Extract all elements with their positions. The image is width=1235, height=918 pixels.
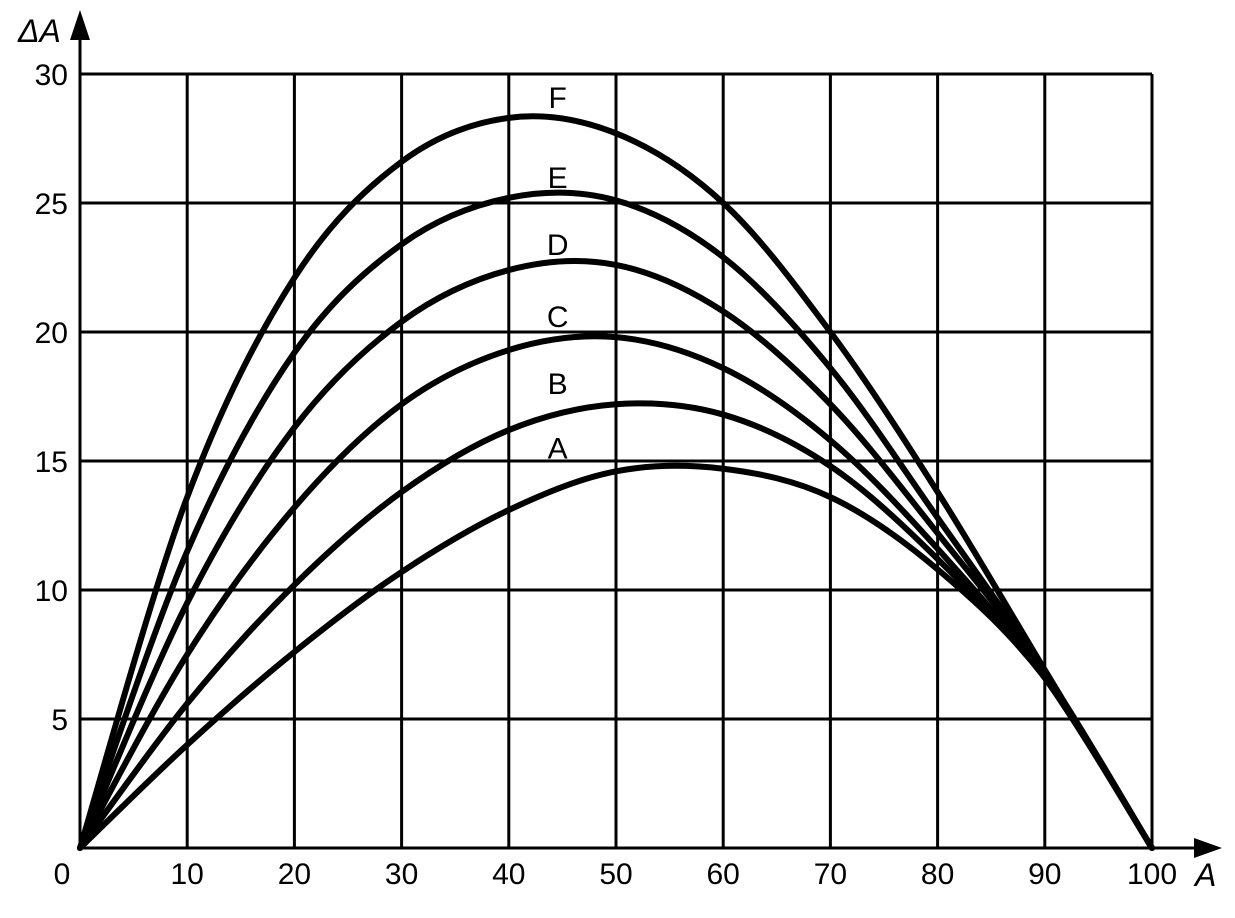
series-label-e: E xyxy=(548,162,568,195)
x-axis-arrow xyxy=(1194,838,1222,858)
x-tick-label: 70 xyxy=(814,858,847,891)
x-axis-label: A xyxy=(1193,857,1216,893)
series-label-f: F xyxy=(549,82,567,115)
x-tick-label: 20 xyxy=(278,858,311,891)
curves xyxy=(77,113,1155,851)
series-label-a: A xyxy=(548,433,568,466)
series-labels: AB C D E F xyxy=(547,82,569,466)
series-label-c: C xyxy=(547,301,569,334)
y-tick-label: 20 xyxy=(35,317,68,350)
x-tick-label: 40 xyxy=(492,858,525,891)
x-tick-label: 0 xyxy=(54,858,71,891)
axes xyxy=(70,10,1222,858)
x-tick-label: 90 xyxy=(1028,858,1061,891)
x-tick-label: 100 xyxy=(1127,858,1177,891)
y-tick-label: 5 xyxy=(51,704,68,737)
y-axis-arrow xyxy=(70,10,90,40)
series-curve-d xyxy=(77,258,1155,851)
y-axis-label: ΔA xyxy=(17,13,61,49)
y-tick-label: 25 xyxy=(35,188,68,221)
series-curve-e xyxy=(77,189,1155,851)
x-tick-label: 50 xyxy=(599,858,632,891)
x-tick-label: 80 xyxy=(921,858,954,891)
y-tick-label: 15 xyxy=(35,446,68,479)
series-label-d: D xyxy=(547,229,569,262)
series-label-b: B xyxy=(548,368,568,401)
x-tick-label: 60 xyxy=(707,858,740,891)
y-tick-label: 10 xyxy=(35,575,68,608)
x-tick-label: 10 xyxy=(171,858,204,891)
series-curve-c xyxy=(77,333,1155,851)
series-curve-f xyxy=(77,113,1155,851)
y-tick-label: 30 xyxy=(35,59,68,92)
x-tick-label: 30 xyxy=(385,858,418,891)
grid xyxy=(80,72,1154,848)
tick-labels: 0 10 20 30 40 50 60 70 80 90 100 5 10 15 20 25 30 xyxy=(35,59,1177,891)
